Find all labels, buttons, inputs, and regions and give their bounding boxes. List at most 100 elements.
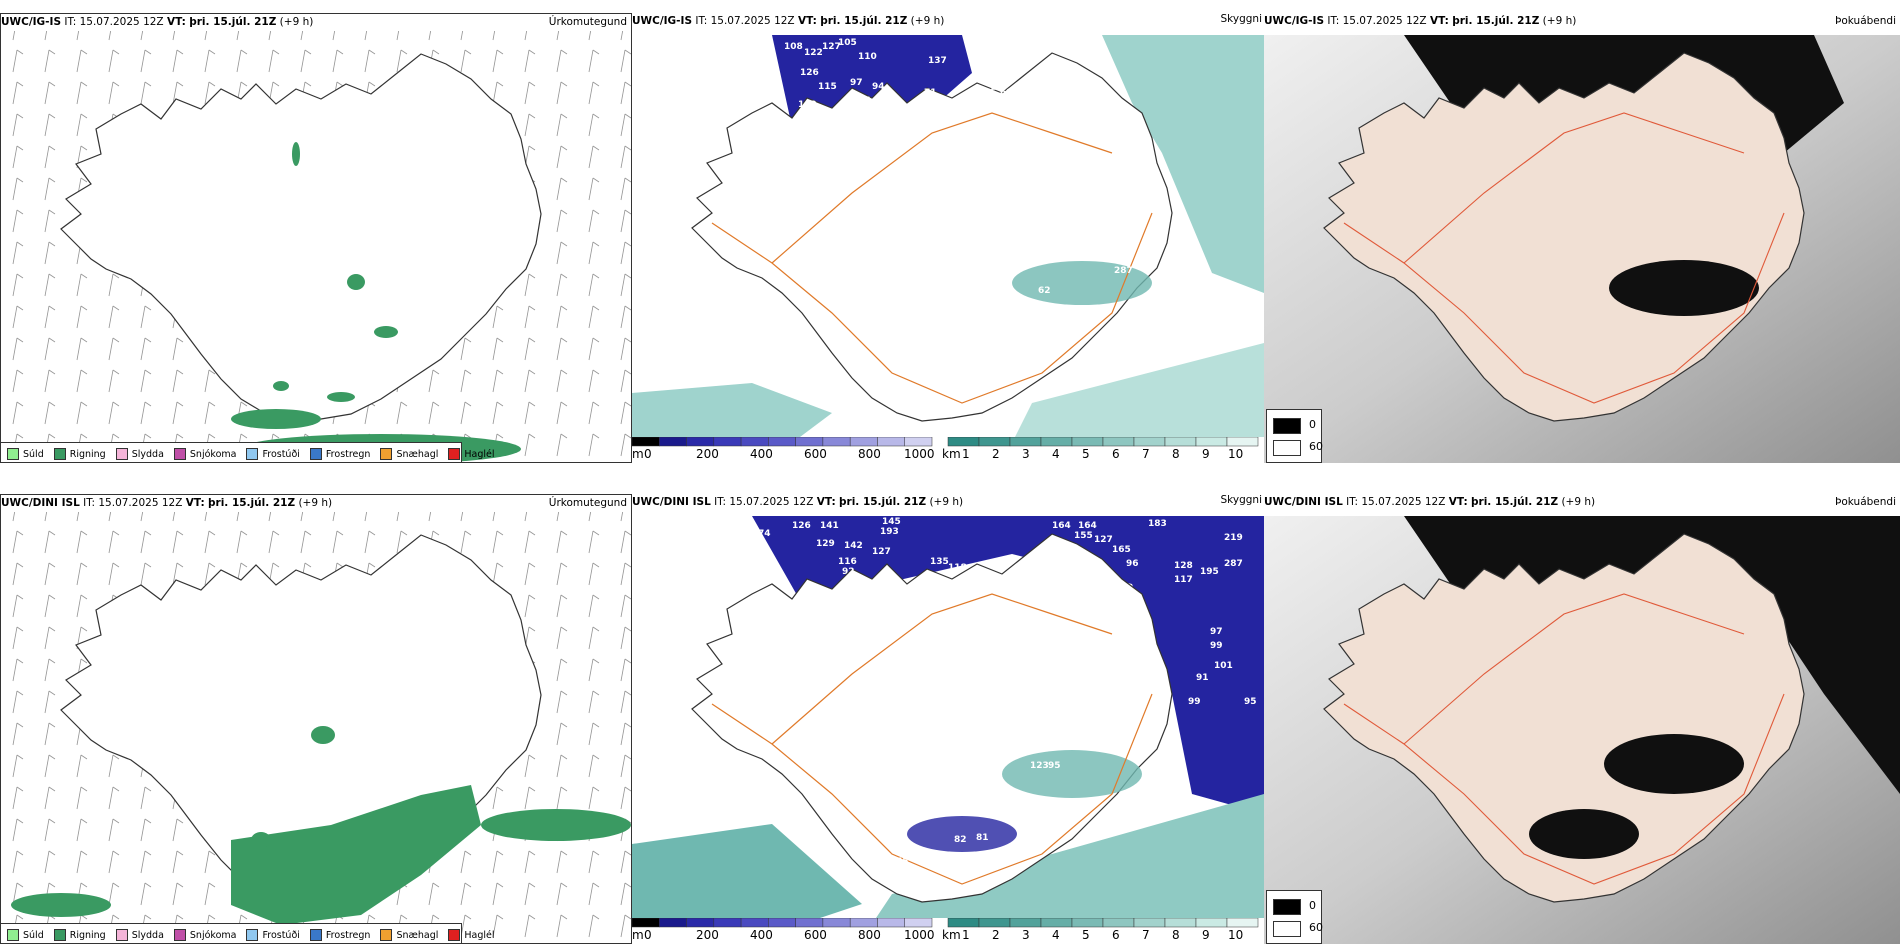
tick: 3 — [1022, 447, 1030, 461]
fog-panel-top: UWC/IG-IS IT: 15.07.2025 12Z VT: þri. 15… — [1264, 13, 1900, 463]
km-unit: km — [942, 447, 961, 461]
legend-item: Frostúði — [246, 448, 300, 460]
colorbar-segment — [1040, 437, 1073, 447]
colorbar-segment — [632, 437, 660, 447]
legend-item: Súld — [7, 929, 44, 941]
tick: 800 — [858, 928, 881, 942]
km-unit: km — [942, 928, 961, 942]
tick: 4 — [1052, 928, 1060, 942]
panel-title: UWC/DINI ISL IT: 15.07.2025 12Z VT: þri.… — [1, 497, 333, 509]
vis-number: 145 — [882, 517, 901, 527]
rain-areas — [11, 726, 631, 925]
vis-number: 92 — [842, 567, 855, 577]
vis-number: 117 — [1174, 575, 1193, 585]
precip-panel-top: UWC/IG-IS IT: 15.07.2025 12Z VT: þri. 15… — [0, 13, 632, 463]
colorbar-segment — [1009, 437, 1042, 447]
vis-number: 97 — [1210, 627, 1223, 637]
visibility-map: 108 122 127 105 110 137 126 115 97 89 14… — [632, 35, 1264, 443]
tick: 7 — [1142, 928, 1150, 942]
vis-number: 128 — [1174, 561, 1193, 571]
vis-number: 95 — [1244, 697, 1257, 707]
colorbar-segment — [822, 437, 851, 447]
colorbar-segment — [947, 918, 980, 928]
vis-number: 110 — [900, 589, 919, 599]
vis-colorbar: m 0 200 400 600 800 1000 km 1 2 3 4 5 6 … — [632, 918, 1264, 944]
fog-map — [1264, 516, 1900, 944]
tick: 8 — [1172, 447, 1180, 461]
tick: 800 — [858, 447, 881, 461]
legend-item: Snjókoma — [173, 929, 236, 941]
tick: 400 — [750, 447, 773, 461]
tick: 6 — [1112, 928, 1120, 942]
vis-number: 91 — [1196, 673, 1209, 683]
vis-number: 287 — [1224, 559, 1243, 569]
vis-number: 183 — [1148, 519, 1167, 529]
panel-title: UWC/IG-IS IT: 15.07.2025 12Z VT: þri. 15… — [632, 15, 945, 27]
tick: 7 — [1142, 447, 1150, 461]
vis-number: 94 — [872, 82, 885, 92]
tick: 600 — [804, 928, 827, 942]
vis-number: 89 — [1002, 74, 1015, 84]
panel-name: Úrkomutegund — [548, 16, 627, 28]
vis-number: 164 — [1078, 521, 1097, 531]
vis-number: 116 — [838, 557, 857, 567]
vis-number: 71 — [924, 88, 937, 98]
fog-panel-bottom: UWC/DINI ISL IT: 15.07.2025 12Z VT: þri.… — [1264, 494, 1900, 944]
tick: 4 — [1052, 447, 1060, 461]
m-unit: m — [632, 447, 644, 461]
legend-item: Slydda — [115, 929, 164, 941]
colorbar-segment — [659, 437, 687, 447]
panel-title: UWC/DINI ISL IT: 15.07.2025 12Z VT: þri.… — [1264, 496, 1596, 508]
fog-legend-low: 60 — [1309, 440, 1323, 453]
vis-number: 115 — [818, 82, 837, 92]
vis-number: 96 — [858, 96, 871, 106]
colorbar-segment — [740, 437, 769, 447]
colorbar-segment — [659, 918, 687, 928]
tick: 8 — [1172, 928, 1180, 942]
legend-item: Snæhagl — [380, 929, 438, 941]
visibility-panel-bottom: UWC/DINI ISL IT: 15.07.2025 12Z VT: þri.… — [632, 494, 1264, 944]
colorbar-segment — [686, 437, 715, 447]
tick: 10 — [1228, 447, 1244, 461]
colorbar-segment — [978, 918, 1011, 928]
tick: 1 — [962, 447, 970, 461]
tick: 1000 — [904, 928, 935, 942]
fog-legend-high: 0 — [1309, 899, 1316, 912]
tick: 1000 — [904, 447, 935, 461]
vis-number: 95 — [1048, 761, 1061, 771]
vis-number: 75 — [984, 88, 997, 98]
vis-number: 137 — [928, 56, 947, 66]
precip-legend: Súld Rigning Slydda Snjókoma Frostúði Fr… — [1, 923, 495, 943]
fog-map — [1264, 35, 1900, 463]
legend-item: Snjókoma — [173, 448, 236, 460]
colorbar-segment — [1164, 918, 1197, 928]
colorbar-segment — [978, 437, 1011, 447]
colorbar-segment — [1133, 918, 1166, 928]
tick: 6 — [1112, 447, 1120, 461]
colorbar-segment — [1226, 918, 1259, 928]
vis-number: 287 — [1114, 266, 1133, 276]
colorbar-segment — [795, 918, 824, 928]
vis-number: 165 — [1112, 545, 1131, 555]
colorbar-segment — [904, 918, 933, 928]
panel-name: Skyggni — [1220, 494, 1263, 506]
legend-item: Frostúði — [246, 929, 300, 941]
colorbar-segment — [686, 918, 715, 928]
colorbar-segment — [877, 437, 905, 447]
tick: 0 — [644, 928, 652, 942]
legend-item: Frostregn — [309, 448, 370, 460]
tick: 5 — [1082, 928, 1090, 942]
legend-item: Súld — [7, 448, 44, 460]
vis-number: 110 — [858, 52, 877, 62]
tick: 200 — [696, 447, 719, 461]
vis-number: 155 — [1074, 531, 1093, 541]
colorbar-segment — [1102, 918, 1135, 928]
legend-item: Haglél — [448, 448, 495, 460]
iceland-outline — [60, 53, 542, 423]
vis-number: 127 — [1094, 535, 1113, 545]
legend-item: Haglél — [448, 929, 495, 941]
colorbar-segment — [1164, 437, 1197, 447]
vis-number: 138 — [852, 587, 871, 597]
legend-item: Rigning — [53, 929, 106, 941]
tick: 1 — [962, 928, 970, 942]
